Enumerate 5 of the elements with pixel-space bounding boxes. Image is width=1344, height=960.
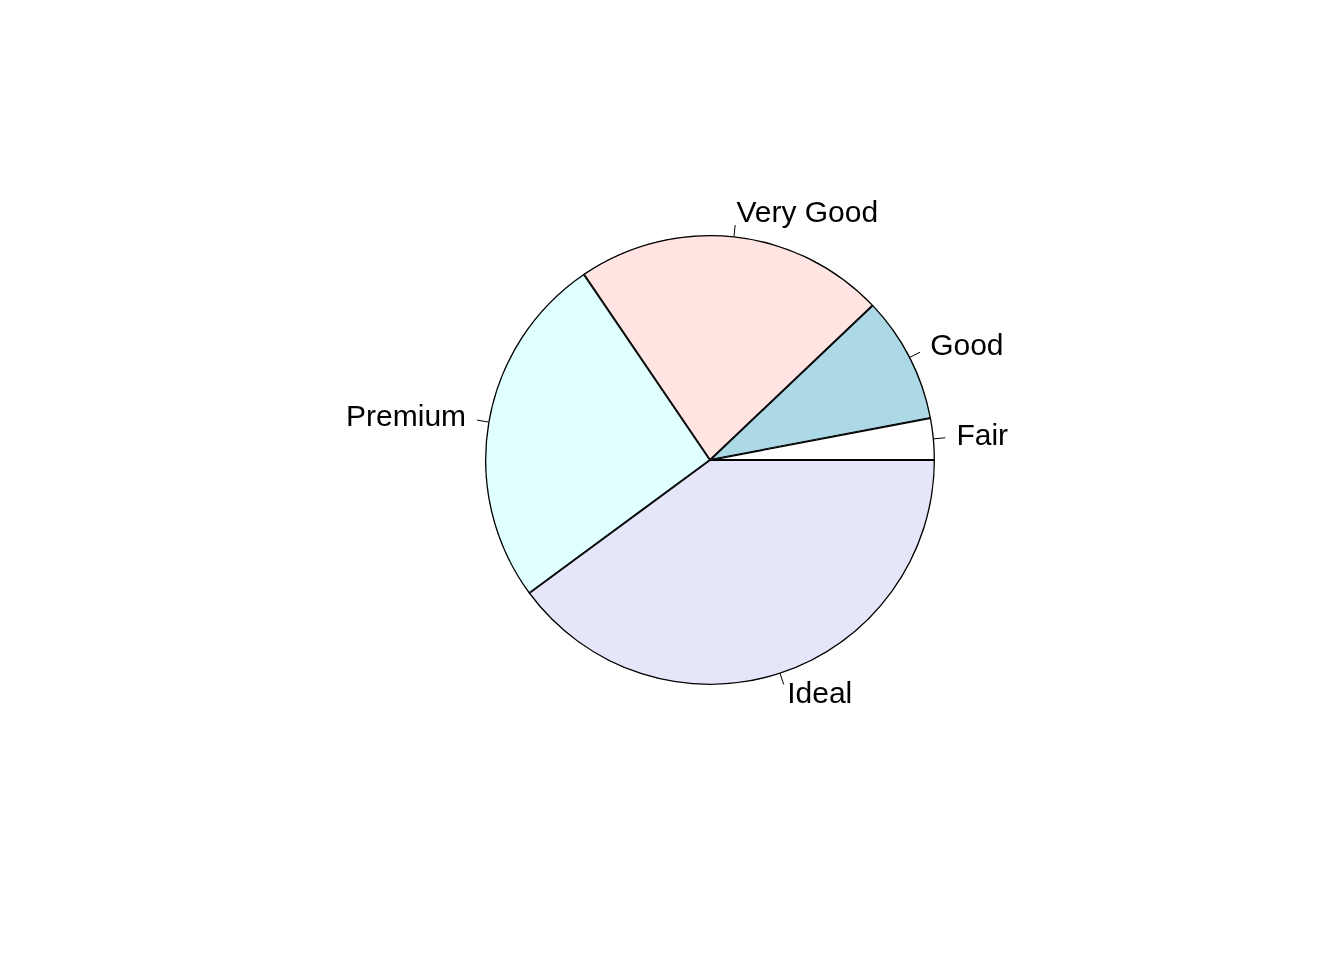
slice-label: Premium <box>346 399 467 433</box>
slice-label: Good <box>930 328 1004 362</box>
slice-label: Very Good <box>736 195 879 229</box>
slice-label: Ideal <box>787 676 853 710</box>
slice-label: Fair <box>956 417 1009 451</box>
